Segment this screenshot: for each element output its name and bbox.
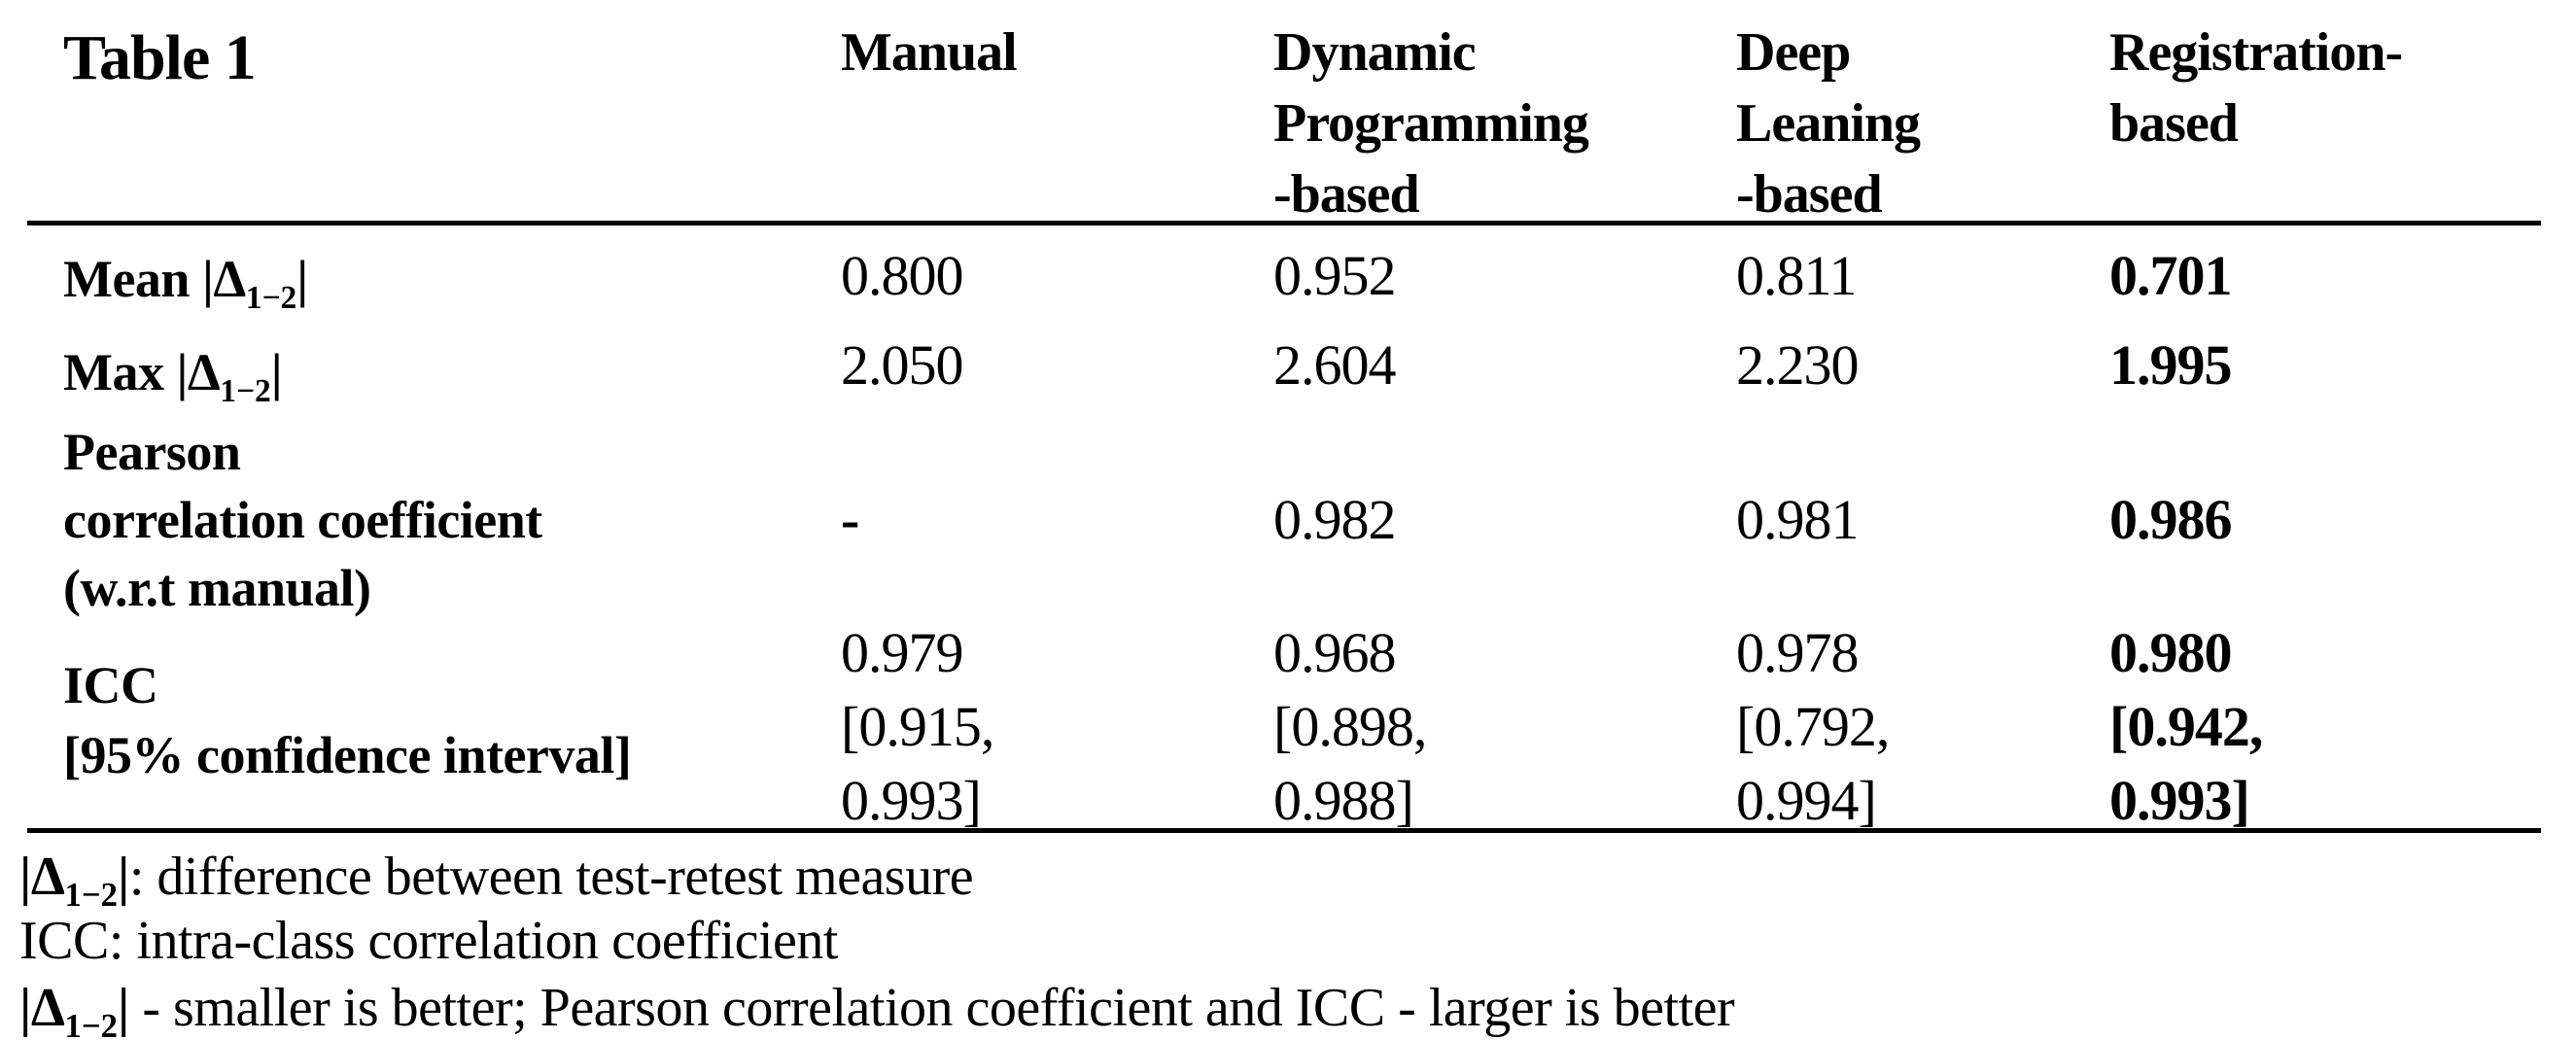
delta-math: |Δ1−2|	[19, 847, 129, 915]
delta-subscript: 1−2	[220, 372, 271, 409]
row-label-icc: ICC [95% confidence interval]	[63, 656, 632, 784]
row-label-max-text: Max	[63, 343, 177, 401]
delta-math: |Δ1−2|	[19, 978, 129, 1040]
row-label-max-delta: Max |Δ1−2|	[63, 330, 841, 416]
column-header-dynamic-programming: Dynamic Programming -based	[1273, 22, 1589, 225]
delta-subscript: 1−2	[64, 1007, 118, 1040]
table-row-max-delta: Max |Δ1−2| 2.050 2.604 2.230 1.995	[0, 330, 2576, 416]
table-row-mean-delta: Mean |Δ1−2| 0.800 0.952 0.811 0.701	[0, 225, 2576, 330]
row-label-mean-delta: Mean |Δ1−2|	[63, 225, 841, 330]
bottom-rule	[27, 828, 2541, 833]
cell-pearson-registration: 0.986	[2109, 487, 2233, 551]
header-rule	[27, 221, 2541, 225]
cell-icc-manual: 0.979 [0.915, 0.993]	[841, 621, 994, 832]
footnote-text: : difference between test-retest measure	[128, 847, 974, 907]
column-header-deep-leaning: Deep Leaning -based	[1736, 22, 1921, 225]
delta-math: |Δ1−2|	[201, 250, 308, 316]
cell-max-dynamic: 2.604	[1273, 333, 1397, 397]
table-row-pearson: Pearson correlation coefficient (w.r.t m…	[0, 416, 2576, 617]
cell-pearson-dynamic: 0.982	[1273, 487, 1397, 551]
delta-subscript: 1−2	[245, 279, 297, 316]
column-header-manual: Manual	[841, 22, 1018, 83]
row-label-pearson: Pearson correlation coefficient (w.r.t m…	[63, 423, 542, 617]
column-header-registration: Registration- based	[2109, 22, 2403, 154]
footnote-icc-definition: ICC: intra-class correlation coefficient	[19, 911, 838, 971]
cell-icc-registration: 0.980 [0.942, 0.993]	[2109, 621, 2263, 832]
cell-mean-manual: 0.800	[841, 244, 964, 307]
row-label-mean-text: Mean	[63, 250, 202, 308]
cell-icc-deep: 0.978 [0.792, 0.994]	[1736, 621, 1890, 832]
footnotes: |Δ1−2|: difference between test-retest m…	[19, 845, 2576, 1040]
cell-max-registration: 1.995	[2109, 333, 2233, 397]
footnote-better-direction: |Δ1−2| - smaller is better; Pearson corr…	[19, 976, 2576, 1040]
footnote-text: - smaller is better; Pearson correlation…	[128, 978, 1735, 1038]
cell-pearson-deep: 0.981	[1736, 487, 1860, 551]
delta-math: |Δ1−2|	[176, 343, 283, 409]
cell-max-manual: 2.050	[841, 333, 964, 397]
footnote-delta-definition: |Δ1−2|: difference between test-retest m…	[19, 845, 2576, 915]
cell-mean-deep: 0.811	[1736, 244, 1857, 307]
cell-mean-dynamic: 0.952	[1273, 244, 1397, 307]
table-title: Table 1	[63, 22, 257, 93]
cell-max-deep: 2.230	[1736, 333, 1860, 397]
cell-icc-dynamic: 0.968 [0.898, 0.988]	[1273, 621, 1427, 832]
table-header-row: Table 1 Manual Dynamic Programming -base…	[0, 0, 2576, 225]
delta-subscript: 1−2	[64, 876, 118, 915]
cell-pearson-manual: -	[841, 487, 859, 551]
table-row-icc: ICC [95% confidence interval] 0.979 [0.9…	[0, 603, 2576, 832]
cell-mean-registration: 0.701	[2109, 244, 2233, 307]
